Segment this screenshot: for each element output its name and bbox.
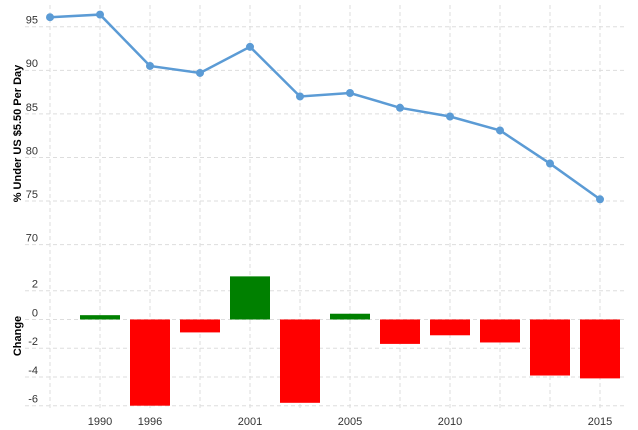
y-tick-label: 70 <box>26 232 38 244</box>
point <box>296 92 304 101</box>
y-tick-label: 90 <box>26 58 38 70</box>
point <box>596 195 604 204</box>
y-tick-label: 85 <box>26 102 38 114</box>
y-tick-label: -6 <box>28 394 38 406</box>
x-tick-label: 1990 <box>88 416 112 428</box>
bar <box>330 313 370 320</box>
bar <box>530 319 570 376</box>
point <box>46 13 54 22</box>
bar <box>580 319 620 379</box>
y-tick-label: 0 <box>32 307 38 319</box>
point <box>396 103 404 112</box>
x-tick-label: 2005 <box>338 416 362 428</box>
point <box>346 88 354 97</box>
x-tick-label: 2010 <box>438 416 462 428</box>
point <box>246 42 254 51</box>
bar <box>130 319 170 406</box>
bar <box>230 276 270 320</box>
bar <box>430 319 470 336</box>
y-tick-label: 75 <box>26 189 38 201</box>
x-tick-label: 2001 <box>238 416 262 428</box>
line <box>49 13 601 201</box>
point <box>496 126 504 135</box>
x-tick-label: 1996 <box>138 416 162 428</box>
y-tick-label: 80 <box>26 145 38 157</box>
bar <box>280 319 320 403</box>
bar <box>480 319 520 343</box>
point <box>196 68 204 77</box>
bar <box>180 319 220 333</box>
y-tick-label: 2 <box>32 279 38 291</box>
y-axis-title: Change <box>12 316 24 356</box>
y-tick-label: 95 <box>26 15 38 27</box>
point <box>96 10 104 19</box>
point <box>546 159 554 168</box>
y-tick-label: -4 <box>28 365 38 377</box>
y-tick-label: -2 <box>28 336 38 348</box>
bar <box>380 319 420 344</box>
bar <box>80 315 120 320</box>
x-tick-label: 2015 <box>588 416 612 428</box>
point <box>446 112 454 121</box>
point <box>146 61 154 70</box>
y-axis-title: % Under US $5.50 Per Day <box>12 64 24 202</box>
